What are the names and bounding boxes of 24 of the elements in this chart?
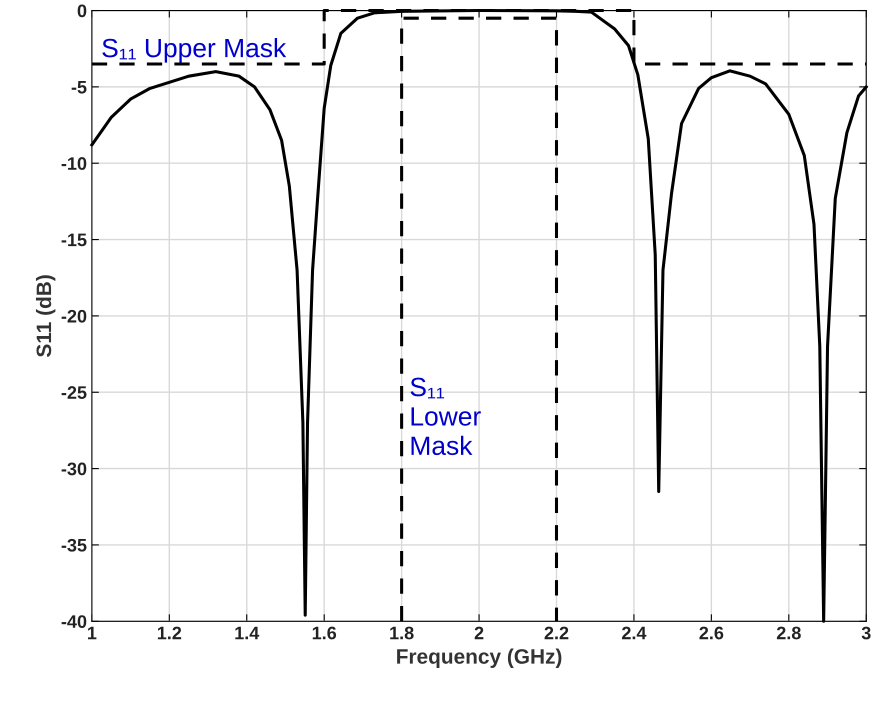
y-tick-label: -5 — [72, 80, 87, 94]
y-tick-label: 0 — [78, 4, 86, 18]
x-tick-label: 2.4 — [622, 626, 646, 640]
x-tick-label: 1.6 — [312, 626, 336, 640]
y-tick-label: -40 — [62, 615, 86, 628]
y-tick-label: -10 — [62, 157, 86, 170]
annotation: S₁₁ Lower Mask — [410, 378, 481, 456]
y-tick-label: -25 — [62, 386, 87, 399]
annotation: S₁₁ Upper Mask — [102, 38, 286, 63]
y-tick-label: -30 — [62, 462, 86, 476]
x-tick-label: 1 — [88, 626, 96, 640]
y-axis-title: S11 (dB) — [36, 275, 56, 357]
x-tick-label: 2.2 — [544, 626, 568, 640]
y-tick-label: -20 — [62, 310, 86, 323]
x-tick-label: 1.4 — [235, 626, 260, 640]
x-axis-title: Frequency (GHz) — [397, 648, 562, 668]
y-tick-label: -15 — [62, 234, 87, 246]
x-tick-label: 1.2 — [158, 626, 182, 640]
x-tick-label: 2.8 — [776, 626, 801, 640]
x-tick-label: 2.6 — [699, 626, 724, 640]
y-tick-label: -35 — [62, 538, 87, 552]
x-tick-label: 1.8 — [390, 626, 414, 640]
x-tick-label: 2 — [474, 626, 484, 640]
x-tick-label: 3 — [862, 626, 871, 640]
